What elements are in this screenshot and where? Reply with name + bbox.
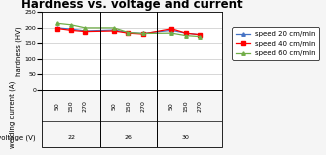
speed 40 cm/min xyxy=(83,31,87,33)
speed 40 cm/min xyxy=(112,30,116,32)
speed 60 cm/min xyxy=(198,36,202,38)
Text: 22: 22 xyxy=(67,135,75,140)
speed 60 cm/min xyxy=(184,35,188,37)
Text: 270: 270 xyxy=(140,100,145,112)
speed 20 cm/min xyxy=(184,32,188,34)
Text: arc voltage (V): arc voltage (V) xyxy=(0,134,35,141)
Text: 270: 270 xyxy=(83,100,88,112)
Text: 50: 50 xyxy=(111,102,117,110)
speed 20 cm/min xyxy=(83,30,87,32)
Title: Hardness vs. voltage and current: Hardness vs. voltage and current xyxy=(21,0,243,11)
Text: 50: 50 xyxy=(169,102,174,110)
Y-axis label: hardness (HV): hardness (HV) xyxy=(15,26,22,76)
Line: speed 40 cm/min: speed 40 cm/min xyxy=(55,27,202,36)
Text: 50: 50 xyxy=(54,102,59,110)
speed 60 cm/min xyxy=(170,32,173,34)
Line: speed 20 cm/min: speed 20 cm/min xyxy=(55,26,202,36)
speed 60 cm/min xyxy=(112,27,116,29)
speed 20 cm/min xyxy=(126,32,130,33)
speed 20 cm/min xyxy=(198,34,202,36)
speed 20 cm/min xyxy=(141,33,145,34)
speed 20 cm/min xyxy=(170,29,173,31)
speed 40 cm/min xyxy=(55,28,59,29)
Line: speed 60 cm/min: speed 60 cm/min xyxy=(55,22,202,38)
speed 40 cm/min xyxy=(141,33,145,35)
speed 60 cm/min xyxy=(55,22,59,24)
Text: 150: 150 xyxy=(126,100,131,112)
speed 60 cm/min xyxy=(141,33,145,34)
speed 60 cm/min xyxy=(83,27,87,29)
speed 40 cm/min xyxy=(170,28,173,30)
Legend: speed 20 cm/min, speed 40 cm/min, speed 60 cm/min: speed 20 cm/min, speed 40 cm/min, speed … xyxy=(232,27,319,60)
speed 40 cm/min xyxy=(126,32,130,34)
Text: 150: 150 xyxy=(68,100,74,112)
Text: welding current (A): welding current (A) xyxy=(10,81,16,148)
Text: 26: 26 xyxy=(125,135,132,140)
Text: 270: 270 xyxy=(198,100,203,112)
Text: 150: 150 xyxy=(183,100,188,112)
speed 60 cm/min xyxy=(69,24,73,26)
Text: 30: 30 xyxy=(182,135,190,140)
speed 20 cm/min xyxy=(69,28,73,30)
speed 40 cm/min xyxy=(184,32,188,34)
speed 60 cm/min xyxy=(126,32,130,33)
speed 40 cm/min xyxy=(69,29,73,31)
speed 20 cm/min xyxy=(55,27,59,29)
speed 20 cm/min xyxy=(112,29,116,31)
speed 40 cm/min xyxy=(198,34,202,36)
